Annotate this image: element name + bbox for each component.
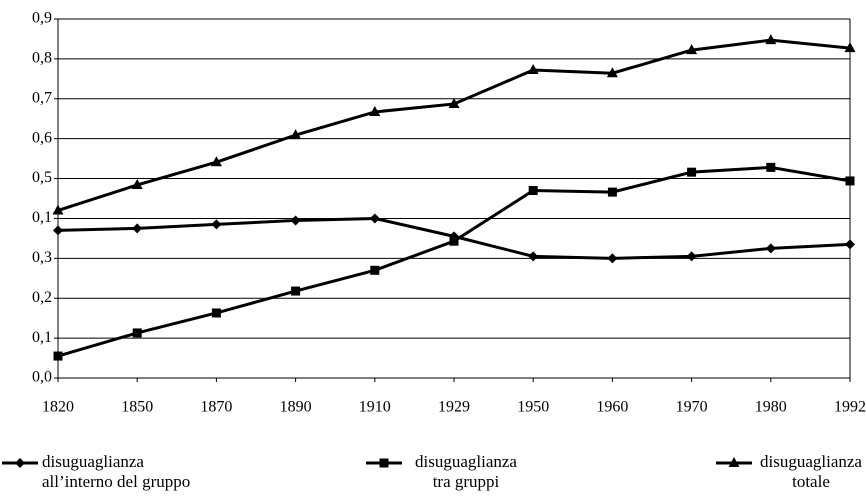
marker: [686, 44, 698, 55]
marker: [210, 156, 222, 167]
legend-symbol: [366, 458, 402, 468]
chart: 0,0 0,1 0,2 0,3 0,1 0,5 0,6 0,7 0,8 0,9 1820 1850 18…: [32, 10, 866, 416]
marker: [449, 236, 459, 246]
x-tick-label: 1850: [121, 399, 153, 416]
marker: [291, 286, 301, 296]
marker: [369, 105, 381, 116]
marker: [528, 186, 538, 196]
marker: [15, 458, 25, 468]
x-tick-label: 1960: [596, 399, 628, 416]
marker: [607, 253, 618, 264]
y-tick-label: 0,0: [32, 369, 52, 386]
legend-label: disuguaglianza totale: [760, 452, 862, 491]
y-tick-label: 0,7: [32, 89, 52, 106]
y-tick-label: 0,5: [32, 169, 52, 186]
x-tick-label: 1910: [359, 399, 391, 416]
legend-label: disuguaglianza all’interno del gruppo: [42, 452, 191, 491]
marker: [53, 351, 63, 361]
marker: [132, 328, 142, 338]
marker: [765, 243, 776, 254]
legend-item: disuguaglianza tra gruppi: [366, 452, 526, 492]
marker: [52, 204, 64, 215]
x-tick-label: 1929: [438, 399, 470, 416]
marker: [132, 223, 143, 234]
marker: [379, 458, 389, 468]
marker: [370, 265, 380, 275]
marker: [686, 251, 697, 262]
marker: [765, 34, 777, 45]
marker: [211, 308, 221, 318]
legend-symbol: [716, 457, 752, 467]
x-tick-label: 1950: [517, 399, 549, 416]
legend-item: disuguaglianza totale: [716, 452, 866, 492]
marker: [527, 64, 539, 75]
legend-symbol: [2, 458, 38, 468]
x-tick-label: 1820: [42, 399, 74, 416]
marker: [845, 239, 855, 250]
marker: [290, 129, 302, 140]
marker: [448, 97, 460, 108]
marker: [211, 219, 222, 230]
x-tick-label: 1890: [280, 399, 312, 416]
marker: [131, 178, 143, 189]
x-tick-label: 1980: [755, 399, 787, 416]
marker: [607, 187, 617, 197]
marker: [766, 162, 776, 172]
legend-label: disuguaglianza tra gruppi: [415, 452, 517, 491]
y-tick-label: 0,9: [32, 10, 52, 27]
y-tick-label: 0,8: [32, 50, 52, 67]
marker: [687, 167, 697, 177]
legend-item: disuguaglianza all’interno del gruppo: [2, 452, 212, 492]
y-tick-label: 0,3: [32, 249, 52, 266]
y-tick-label: 0,1: [32, 329, 52, 346]
series-line: [57, 165, 851, 358]
marker: [845, 176, 855, 186]
marker: [606, 67, 618, 78]
y-tick-label: 0,6: [32, 129, 52, 146]
marker: [528, 251, 539, 262]
x-tick-label: 1970: [676, 399, 708, 416]
y-tick-label: 0,1: [32, 209, 52, 226]
series-line: [57, 38, 851, 212]
x-tick-label: 1870: [200, 399, 232, 416]
marker: [844, 42, 856, 53]
x-tick-label: 1992: [834, 399, 866, 416]
marker: [369, 213, 380, 224]
marker: [290, 215, 301, 226]
marker: [53, 225, 63, 236]
y-tick-label: 0,2: [32, 289, 52, 306]
marker: [728, 457, 740, 467]
